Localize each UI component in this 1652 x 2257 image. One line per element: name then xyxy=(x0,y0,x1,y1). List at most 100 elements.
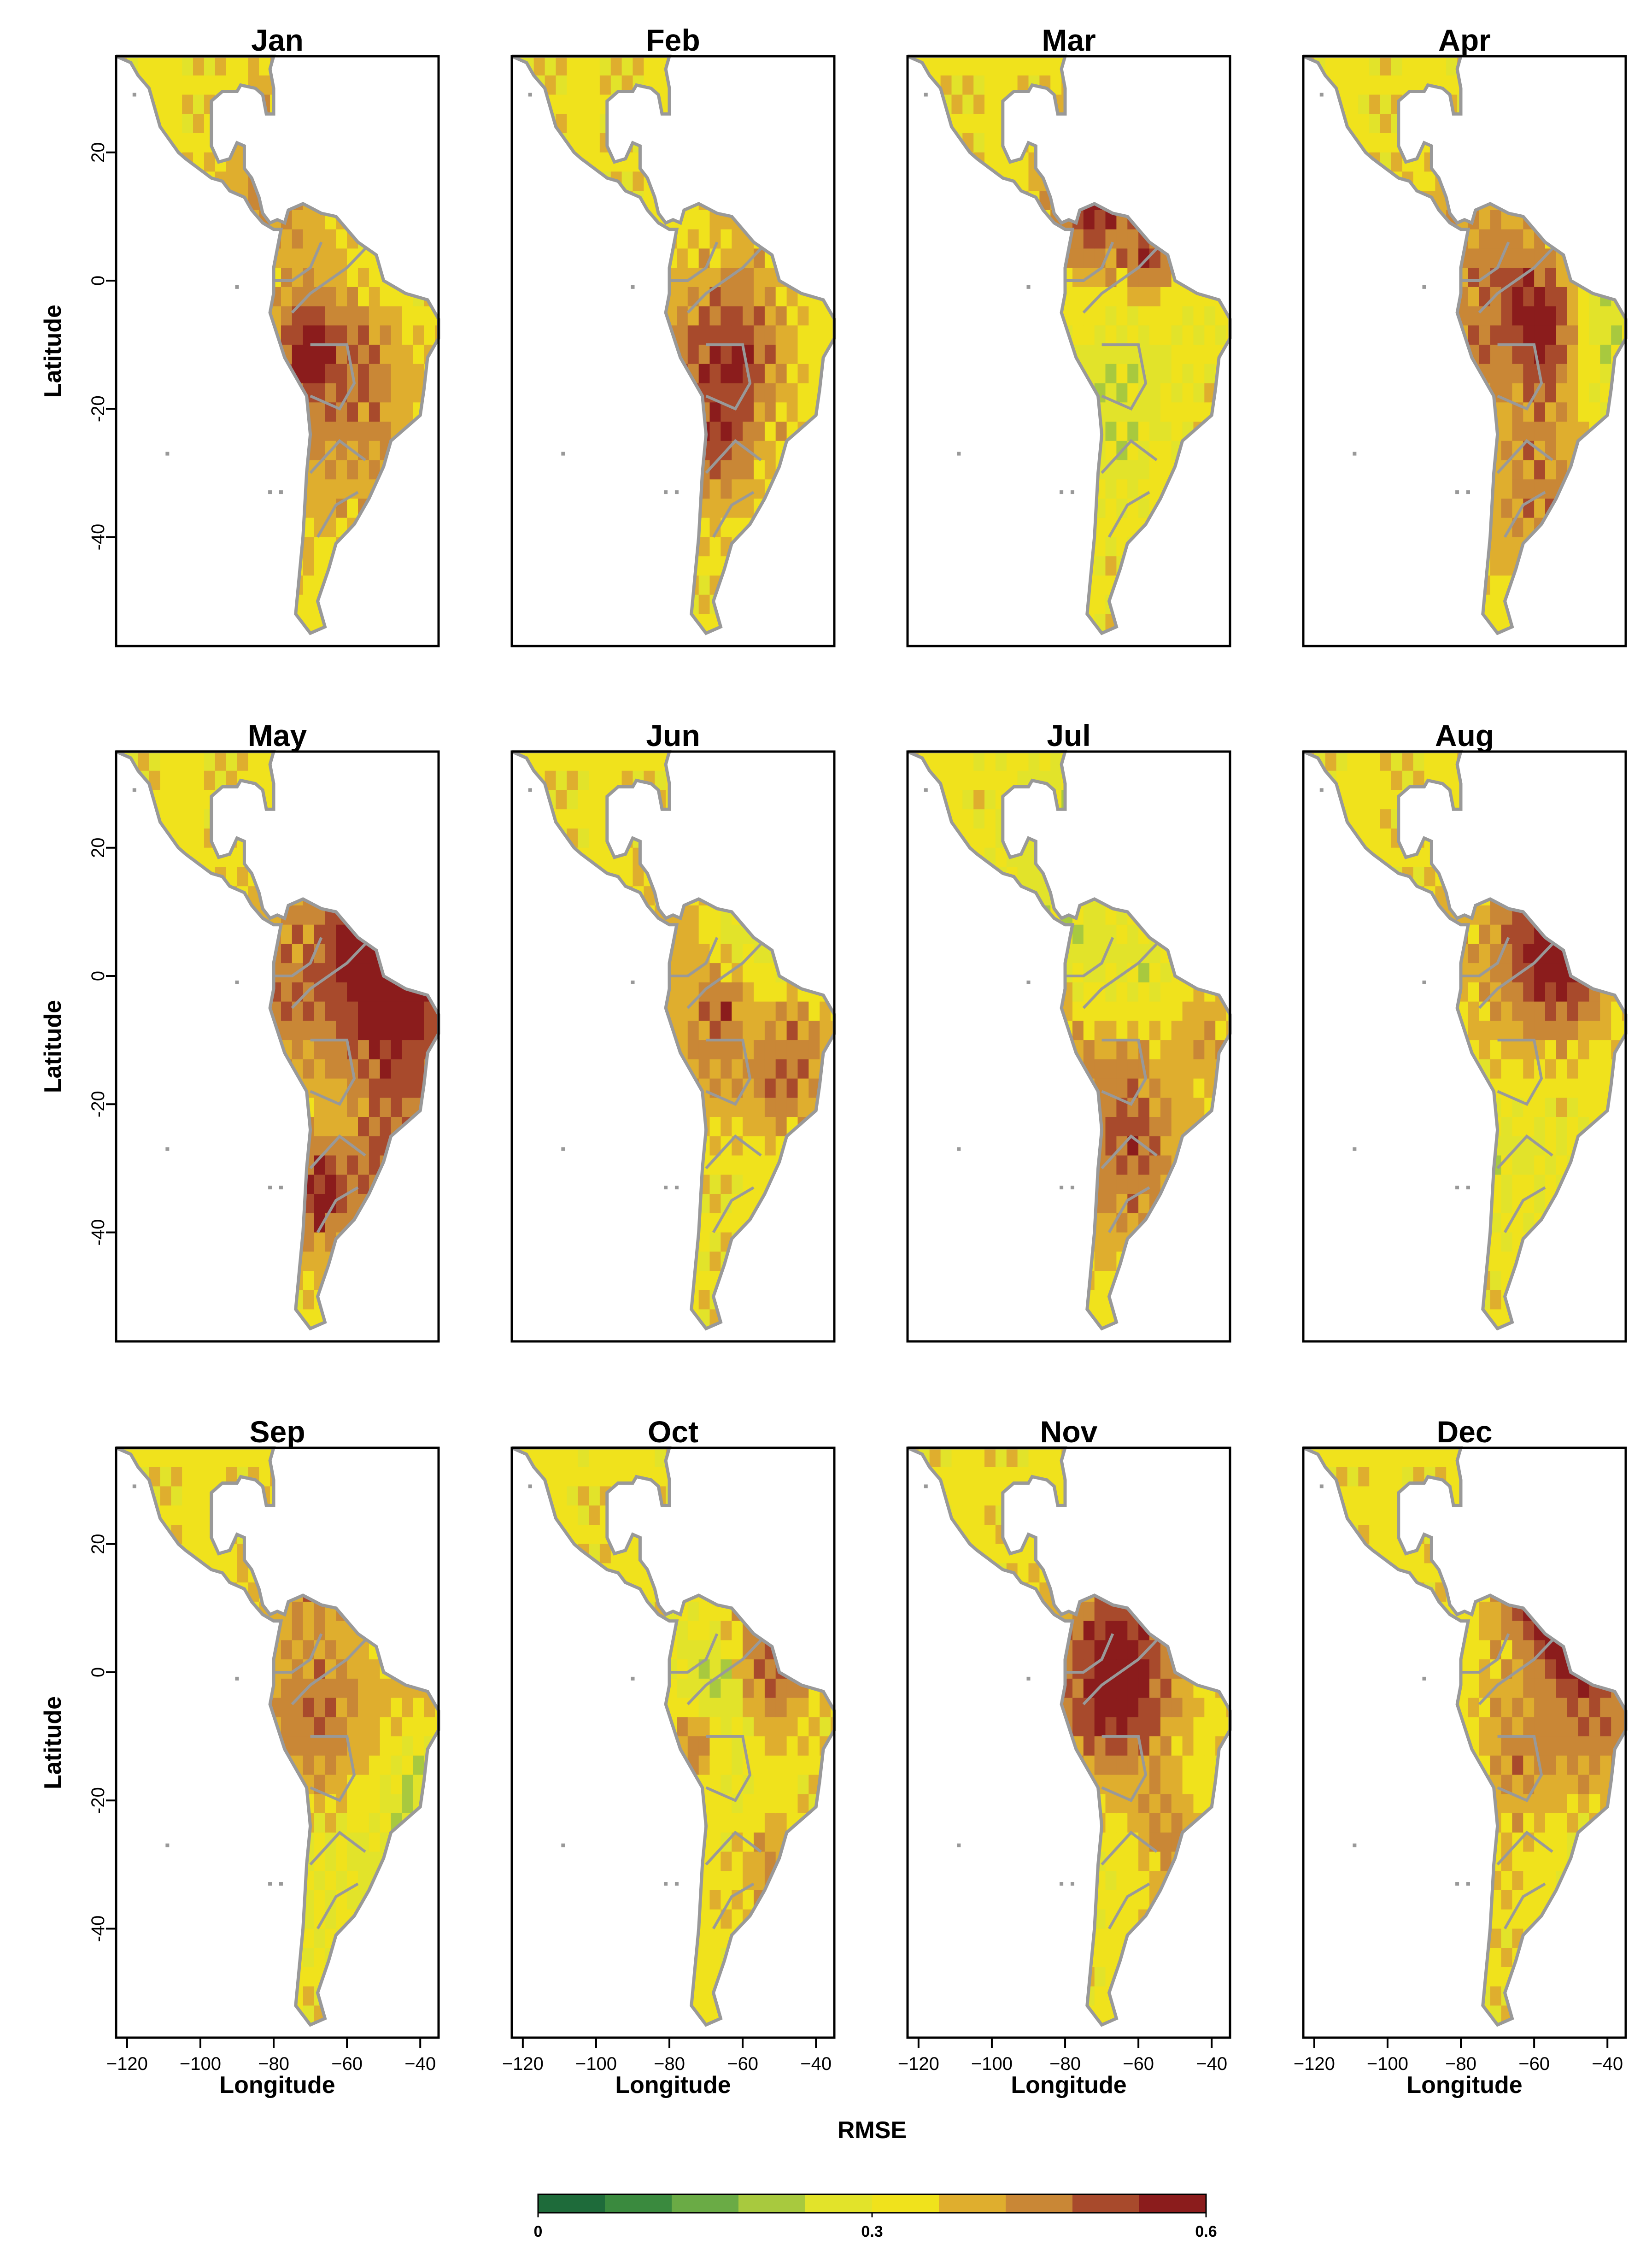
heatmap-cell xyxy=(1193,499,1205,518)
heatmap-cell xyxy=(237,517,248,537)
heatmap-cell xyxy=(215,191,227,211)
heatmap-cell xyxy=(754,633,765,652)
heatmap-cell xyxy=(215,479,227,499)
heatmap-cell xyxy=(1193,229,1205,249)
heatmap-cell xyxy=(522,1271,534,1291)
heatmap-cell xyxy=(1578,191,1590,211)
heatmap-cell xyxy=(940,594,952,614)
heatmap-cell xyxy=(424,402,435,422)
heatmap-cell xyxy=(1160,171,1172,191)
heatmap-cell xyxy=(171,229,182,249)
heatmap-cell xyxy=(193,829,205,848)
heatmap-cell xyxy=(1468,268,1480,288)
heatmap-cell xyxy=(1325,576,1337,595)
heatmap-cell xyxy=(1303,210,1315,230)
heatmap-cell xyxy=(193,402,205,422)
heatmap-cell xyxy=(1545,268,1557,288)
heatmap-cell xyxy=(698,306,710,326)
heatmap-cell xyxy=(292,325,304,345)
heatmap-cell xyxy=(687,479,699,499)
heatmap-cell xyxy=(1468,422,1480,441)
heatmap-cell xyxy=(369,517,381,537)
heatmap-cell xyxy=(292,1328,304,1348)
heatmap-cell xyxy=(259,1252,270,1271)
heatmap-cell xyxy=(292,867,304,887)
heatmap-cell xyxy=(424,460,435,480)
heatmap-cell xyxy=(237,287,248,307)
heatmap-cell xyxy=(215,924,227,944)
heatmap-cell xyxy=(820,517,831,537)
heatmap-cell xyxy=(1600,594,1611,614)
heatmap-cell xyxy=(325,1155,336,1175)
heatmap-cell xyxy=(259,1040,270,1060)
heatmap-cell xyxy=(1182,248,1194,268)
heatmap-cell xyxy=(633,517,644,537)
heatmap-cell xyxy=(1072,229,1084,249)
heatmap-cell xyxy=(292,479,304,499)
heatmap-cell xyxy=(116,306,128,326)
heatmap-cell xyxy=(413,886,424,906)
heatmap-cell xyxy=(182,1328,193,1348)
heatmap-cell xyxy=(116,1001,128,1021)
heatmap-cell xyxy=(1050,345,1062,364)
heatmap-cell xyxy=(1468,171,1480,191)
heatmap-cell xyxy=(1622,229,1626,249)
heatmap-cell xyxy=(1116,248,1128,268)
heatmap-cell xyxy=(1083,248,1095,268)
heatmap-cell xyxy=(533,1040,545,1060)
heatmap-cell xyxy=(413,809,424,829)
heatmap-cell xyxy=(193,191,205,211)
heatmap-cell xyxy=(1105,556,1117,576)
heatmap-cell xyxy=(929,210,941,230)
heatmap-cell xyxy=(182,1194,193,1214)
heatmap-cell xyxy=(677,576,688,595)
heatmap-cell xyxy=(1039,268,1051,288)
heatmap-cell xyxy=(325,306,336,326)
heatmap-cell xyxy=(149,1252,161,1271)
heatmap-cell xyxy=(743,614,754,634)
heatmap-cell xyxy=(522,402,534,422)
heatmap-cell xyxy=(1578,56,1590,76)
heatmap-cell xyxy=(1600,75,1611,95)
heatmap-cell xyxy=(171,364,182,384)
heatmap-cell xyxy=(1061,633,1073,652)
heatmap-cell xyxy=(786,191,798,211)
heatmap-cell xyxy=(292,847,304,867)
heatmap-cell xyxy=(831,229,834,249)
heatmap-cell xyxy=(578,982,589,1002)
heatmap-cell xyxy=(215,556,227,576)
heatmap-cell xyxy=(522,479,534,499)
heatmap-cell xyxy=(281,133,293,153)
heatmap-cell xyxy=(1391,594,1403,614)
heatmap-cell xyxy=(1116,152,1128,172)
heatmap-cell xyxy=(831,268,834,288)
heatmap-cell xyxy=(831,576,834,595)
heatmap-cell xyxy=(1336,364,1348,384)
heatmap-cell xyxy=(1534,325,1546,345)
heatmap-cell xyxy=(1589,614,1600,634)
heatmap-cell xyxy=(336,633,347,652)
heatmap-cell xyxy=(984,479,996,499)
heatmap-cell xyxy=(270,1117,281,1137)
heatmap-cell xyxy=(820,576,831,595)
heatmap-cell xyxy=(1149,460,1161,480)
heatmap-cell xyxy=(589,1117,600,1137)
heatmap-cell xyxy=(677,633,688,652)
heatmap-cell xyxy=(281,1155,293,1175)
heatmap-cell xyxy=(687,94,699,114)
heatmap-cell xyxy=(1204,576,1216,595)
heatmap-cell xyxy=(1457,133,1469,153)
heatmap-cell xyxy=(127,325,139,345)
heatmap-cell xyxy=(589,94,600,114)
heatmap-cell xyxy=(1567,364,1579,384)
heatmap-cell xyxy=(797,441,809,461)
heatmap-cell xyxy=(314,886,325,906)
heatmap-cell xyxy=(1215,75,1227,95)
heatmap-cell xyxy=(589,171,600,191)
heatmap-cell xyxy=(1578,364,1590,384)
heatmap-cell xyxy=(556,1309,567,1329)
heatmap-cell xyxy=(1600,248,1611,268)
heatmap-cell xyxy=(270,1309,281,1329)
heatmap-cell xyxy=(116,479,128,499)
heatmap-cell xyxy=(522,210,534,230)
